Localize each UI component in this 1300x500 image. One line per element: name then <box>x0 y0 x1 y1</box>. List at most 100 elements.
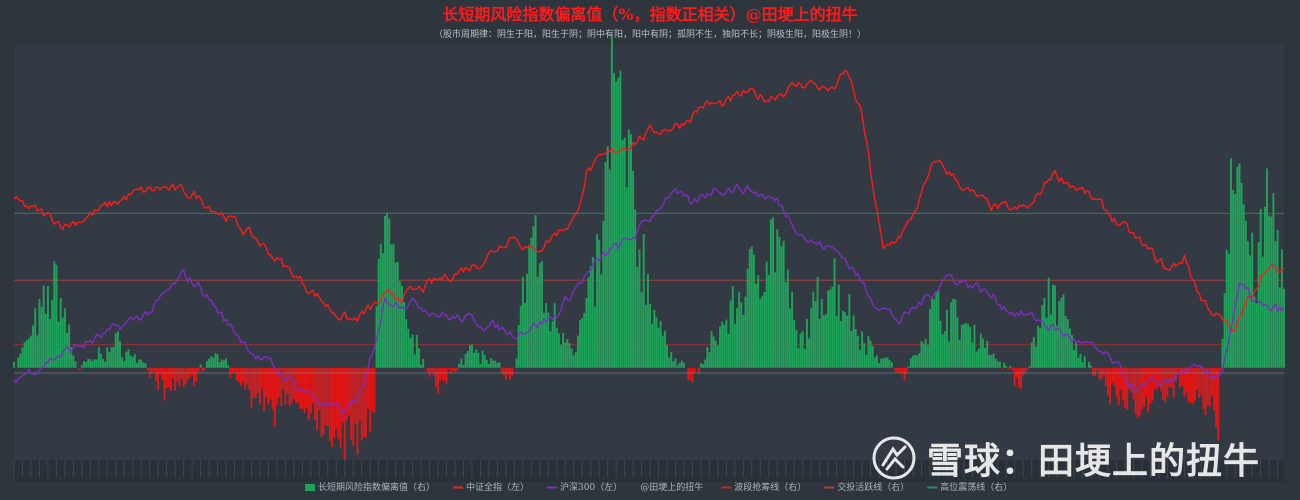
bar-331 <box>714 340 717 368</box>
bar-318 <box>687 367 690 381</box>
bar-263 <box>570 348 573 368</box>
bar-535 <box>1147 367 1150 413</box>
bar-36 <box>89 359 92 368</box>
bar-402 <box>865 354 868 368</box>
bar-524 <box>1124 367 1126 408</box>
bar-233 <box>507 367 509 375</box>
bar-392 <box>844 312 847 368</box>
bar-544 <box>1166 367 1169 397</box>
bar-442 <box>950 302 953 368</box>
bar-363 <box>782 240 785 368</box>
bar-151 <box>333 367 336 438</box>
bar-576 <box>1234 193 1237 368</box>
bar-493 <box>1058 301 1061 368</box>
bar-366 <box>789 308 791 368</box>
bar-112 <box>250 367 253 408</box>
bar-445 <box>956 317 959 368</box>
bar-489 <box>1049 314 1052 368</box>
bar-215 <box>468 345 471 368</box>
bar-316 <box>683 362 685 368</box>
bar-401 <box>863 343 866 368</box>
bar-469 <box>1007 367 1010 370</box>
bar-464 <box>996 361 999 368</box>
bar-470 <box>1009 365 1012 368</box>
bar-282 <box>610 36 613 368</box>
bar-117 <box>261 367 264 389</box>
bar-42 <box>102 359 105 368</box>
bar-8 <box>30 335 32 368</box>
bar-45 <box>108 352 111 368</box>
bar-23 <box>61 317 64 368</box>
bar-490 <box>1051 284 1054 368</box>
bar-266 <box>577 335 579 368</box>
bar-267 <box>579 319 582 368</box>
bar-165 <box>362 367 365 438</box>
bar-291 <box>630 134 632 368</box>
bar-83 <box>189 367 191 378</box>
bar-394 <box>848 294 851 368</box>
bar-60 <box>140 359 143 368</box>
bar-286 <box>619 70 622 368</box>
bar-240 <box>521 276 524 368</box>
bar-545 <box>1168 367 1171 387</box>
bar-153 <box>337 367 340 439</box>
bar-280 <box>606 146 609 368</box>
bar-408 <box>878 363 880 368</box>
bar-563 <box>1206 367 1209 406</box>
bar-156 <box>343 367 346 460</box>
bar-378 <box>814 301 817 368</box>
bar-131 <box>290 367 293 404</box>
series-line-1 <box>13 183 1285 417</box>
bar-519 <box>1113 367 1116 386</box>
bar-160 <box>352 367 355 446</box>
bar-52 <box>123 361 126 368</box>
legend-item-5: 交投活跃线（右） <box>824 481 909 493</box>
bar-158 <box>348 367 350 416</box>
bar-549 <box>1177 367 1179 375</box>
bar-398 <box>856 335 859 368</box>
bar-567 <box>1215 367 1218 428</box>
bar-48 <box>114 333 117 368</box>
bar-271 <box>587 277 590 368</box>
bar-167 <box>367 367 370 409</box>
bar-134 <box>297 367 300 404</box>
bar-168 <box>369 367 372 432</box>
bar-3 <box>19 353 22 368</box>
legend-label-1: 中证全指（左） <box>466 481 529 493</box>
bar-183 <box>401 285 403 368</box>
bar-206 <box>449 367 452 374</box>
bar-79 <box>180 367 183 379</box>
bar-572 <box>1225 249 1228 368</box>
bar-101 <box>227 365 230 368</box>
bar-303 <box>655 317 658 368</box>
bar-224 <box>487 364 490 368</box>
bar-223 <box>485 359 488 368</box>
bar-255 <box>553 303 556 368</box>
legend-label-4: 波段抢筹线（右） <box>734 481 806 493</box>
bar-404 <box>869 340 872 368</box>
bar-550 <box>1179 367 1182 389</box>
bar-63 <box>146 367 149 371</box>
bar-76 <box>174 367 177 391</box>
bar-69 <box>159 367 162 375</box>
bar-574 <box>1230 158 1232 368</box>
bar-446 <box>958 339 961 368</box>
bar-332 <box>716 345 719 368</box>
bar-212 <box>462 365 465 368</box>
bar-20 <box>55 264 58 368</box>
bar-243 <box>528 246 531 368</box>
bar-274 <box>593 306 596 368</box>
bar-114 <box>254 367 257 398</box>
bar-569 <box>1219 367 1222 371</box>
bar-173 <box>379 243 382 368</box>
bar-488 <box>1047 277 1050 368</box>
bar-411 <box>884 357 887 368</box>
legend-item-3: @田埂上的扭牛 <box>640 481 703 493</box>
bar-84 <box>191 367 194 375</box>
bar-360 <box>776 229 779 368</box>
bar-50 <box>119 340 121 368</box>
bar-90 <box>203 367 206 370</box>
bar-444 <box>954 299 957 368</box>
bar-106 <box>237 367 240 383</box>
